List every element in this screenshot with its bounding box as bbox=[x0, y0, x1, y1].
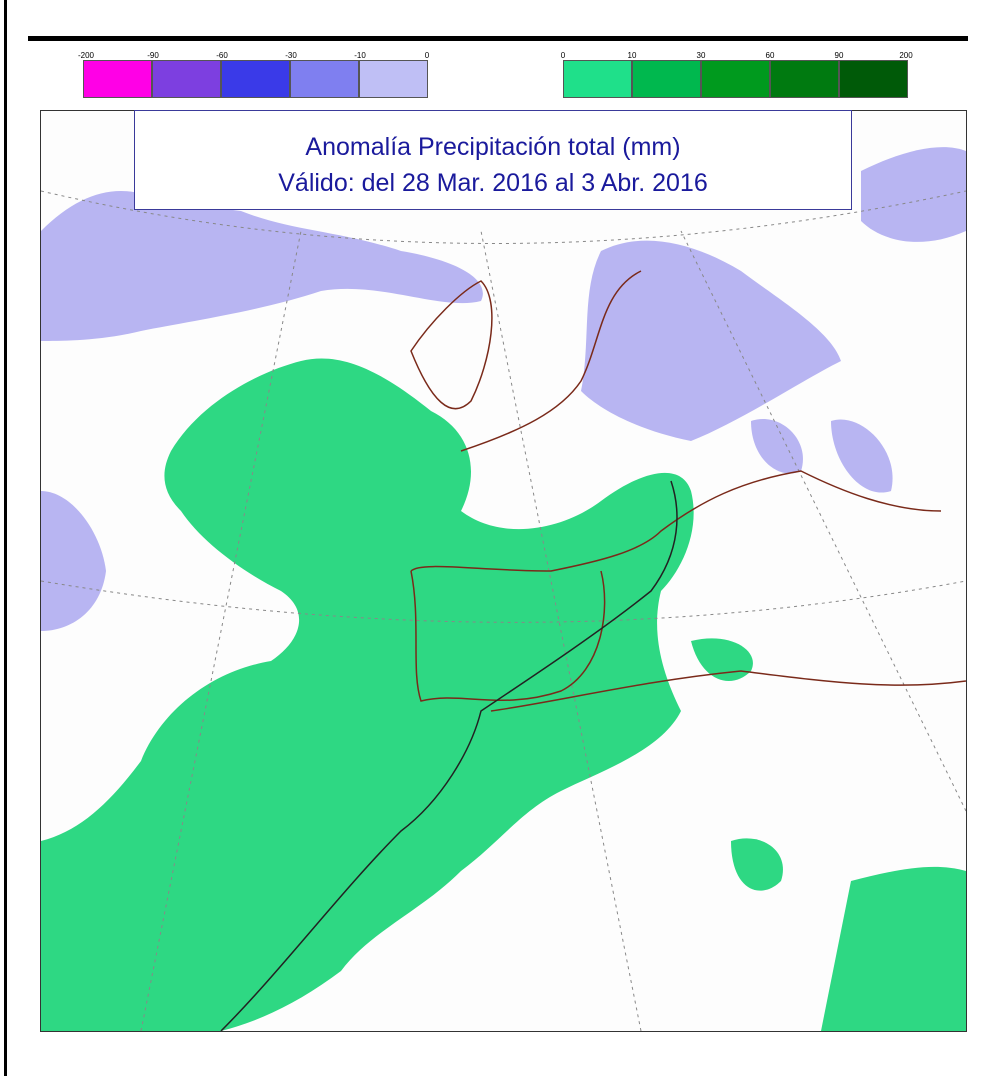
negative-area-northeast bbox=[861, 147, 966, 242]
legend-label: 0 bbox=[424, 51, 430, 60]
boundary-line bbox=[220, 480, 678, 1031]
precipitation-anomaly-map bbox=[40, 110, 967, 1032]
frame-border-left bbox=[4, 0, 7, 1076]
legend-label: -30 bbox=[285, 51, 297, 60]
legend-negative: -200 -90 -60 -30 -10 0 bbox=[78, 51, 429, 98]
negative-anomaly-areas bbox=[41, 147, 966, 631]
negative-area-east bbox=[831, 419, 893, 493]
legend-swatch bbox=[83, 60, 152, 98]
legend-label: 30 bbox=[696, 51, 706, 60]
legend-swatch bbox=[701, 60, 770, 98]
legend-label: -10 bbox=[354, 51, 366, 60]
positive-area-mediterranean bbox=[691, 638, 753, 681]
positive-area-iberia-atlantic bbox=[41, 358, 694, 1031]
legend-label: -90 bbox=[147, 51, 159, 60]
legend-label: -200 bbox=[77, 51, 95, 60]
negative-area-balkans bbox=[751, 419, 803, 474]
legend-swatch bbox=[359, 60, 428, 98]
positive-anomaly-areas bbox=[41, 358, 966, 1031]
legend-label: 0 bbox=[560, 51, 566, 60]
legend-positive: 0 10 30 60 90 200 bbox=[561, 51, 913, 98]
negative-area-west bbox=[41, 491, 106, 631]
map-title: Anomalía Precipitación total (mm) bbox=[305, 133, 681, 161]
legend-swatch bbox=[770, 60, 839, 98]
legend-label: 90 bbox=[834, 51, 844, 60]
map-validity-period: Válido: del 28 Mar. 2016 al 3 Abr. 2016 bbox=[278, 169, 708, 197]
legend-label: -60 bbox=[216, 51, 228, 60]
legend-swatch bbox=[221, 60, 290, 98]
legend-swatch bbox=[563, 60, 632, 98]
positive-area-southeast bbox=[821, 866, 966, 1031]
legend-label: 200 bbox=[899, 51, 913, 60]
legend-swatch bbox=[632, 60, 701, 98]
legend-swatch bbox=[290, 60, 359, 98]
frame-border-top bbox=[28, 36, 968, 41]
negative-area-central-europe bbox=[581, 240, 841, 441]
legend-label: 10 bbox=[627, 51, 637, 60]
positive-area-sea-south bbox=[731, 838, 783, 891]
coastlines bbox=[410, 270, 966, 712]
map-title-box: Anomalía Precipitación total (mm) Válido… bbox=[134, 110, 852, 210]
negative-area-north-atlantic bbox=[41, 191, 483, 341]
legend-label: 60 bbox=[765, 51, 775, 60]
graticule bbox=[41, 190, 966, 1031]
legend-swatch bbox=[152, 60, 221, 98]
legend-swatch bbox=[839, 60, 908, 98]
